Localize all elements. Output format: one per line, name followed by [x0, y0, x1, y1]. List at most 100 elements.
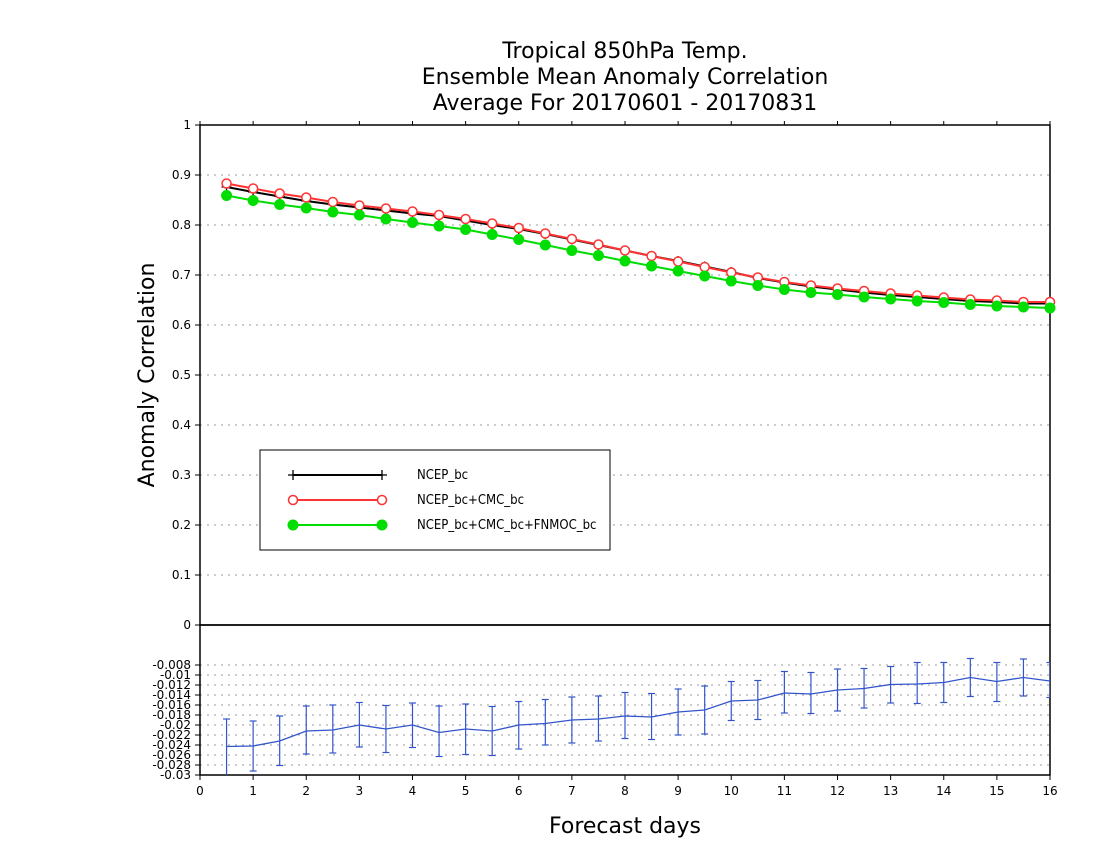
data-point — [354, 200, 365, 211]
data-point — [221, 178, 232, 189]
data-point — [725, 275, 737, 287]
data-point — [832, 289, 843, 300]
error-bar — [754, 679, 762, 721]
error-bar — [462, 703, 470, 756]
x-tick-label: 4 — [409, 784, 417, 798]
legend-label: NCEP_bc+CMC_bc — [417, 493, 524, 508]
error-bar — [807, 671, 815, 715]
chart-title-line-1: Tropical 850hPa Temp. — [501, 39, 747, 64]
legend-marker — [288, 470, 298, 480]
top-y-tick-label: 0.5 — [172, 368, 191, 382]
data-point — [593, 239, 604, 250]
bottom-y-tick-label: -0.02 — [160, 718, 191, 732]
data-point — [380, 203, 392, 214]
x-tick-label: 13 — [883, 784, 898, 798]
error-bar — [674, 688, 682, 736]
data-point — [353, 209, 365, 221]
error-bar — [302, 705, 310, 755]
series-line — [226, 182, 1050, 303]
data-point — [460, 213, 471, 225]
data-point — [885, 293, 897, 305]
x-tick-label: 9 — [674, 784, 682, 798]
error-bar — [223, 718, 231, 775]
error-bar — [701, 685, 709, 735]
error-bar — [780, 670, 788, 714]
data-point — [486, 218, 498, 229]
data-point — [513, 234, 525, 245]
legend-marker — [287, 519, 299, 531]
data-point — [486, 229, 498, 240]
data-point — [540, 228, 551, 239]
data-point — [1044, 302, 1056, 314]
data-point — [221, 190, 233, 201]
data-point — [247, 195, 259, 206]
top-y-tick-label: 0 — [183, 618, 191, 632]
data-point — [964, 299, 976, 310]
bottom-series-layer — [223, 657, 1050, 775]
data-point — [513, 222, 524, 234]
data-point — [752, 280, 764, 291]
data-point — [778, 284, 790, 295]
data-point — [938, 297, 950, 308]
data-point — [539, 239, 551, 251]
data-point — [407, 206, 418, 217]
data-point — [646, 260, 658, 272]
data-point — [274, 188, 285, 199]
data-point — [301, 192, 312, 203]
error-bar — [860, 667, 868, 709]
error-bar — [1046, 661, 1050, 699]
x-tick-label: 3 — [356, 784, 364, 798]
bottom-y-tick-label: -0.018 — [152, 708, 191, 722]
error-bar — [568, 696, 576, 744]
data-point — [566, 245, 578, 256]
legend-label: NCEP_bc+CMC_bc+FNMOC_bc — [417, 518, 596, 533]
x-tick-label: 5 — [462, 784, 470, 798]
data-point — [433, 220, 445, 232]
bottom-y-tick-label: -0.008 — [152, 658, 191, 672]
data-point — [300, 202, 312, 214]
top-y-tick-label: 0.2 — [172, 518, 191, 532]
bottom-y-tick-label: -0.026 — [152, 748, 191, 762]
data-point — [327, 206, 339, 218]
legend-marker — [376, 494, 388, 506]
x-tick-label: 16 — [1042, 784, 1057, 798]
error-bar — [409, 702, 416, 749]
bottom-y-axis-ticks: -0.03-0.028-0.026-0.024-0.022-0.02-0.018… — [152, 624, 200, 782]
top-series-layer — [221, 178, 1056, 314]
legend-marker — [287, 494, 299, 506]
x-tick-label: 1 — [249, 784, 257, 798]
legend-items: NCEP_bc NCEP_bc+CMC_bc NCEP_bc+CMC_bc+FNMO… — [287, 468, 596, 533]
chart-title-line-3: Average For 20170601 - 20170831 — [433, 91, 818, 116]
x-tick-label: 6 — [515, 784, 523, 798]
error-bar — [355, 701, 363, 748]
data-point — [619, 255, 631, 267]
bottom-y-tick-label: -0.012 — [152, 678, 191, 692]
data-point — [911, 295, 923, 307]
data-point — [407, 217, 418, 228]
data-point — [327, 196, 339, 208]
chart-title-line-2: Ensemble Mean Anomaly Correlation — [422, 65, 829, 90]
legend: NCEP_bc NCEP_bc+CMC_bc NCEP_bc+CMC_bc+FNMO… — [259, 449, 611, 551]
bottom-y-tick-label: -0.024 — [152, 738, 191, 752]
error-bar — [1019, 658, 1027, 697]
series-ncep-bc-cmc-bc-fnmoc-bc — [221, 190, 1056, 314]
x-axis-title: Forecast days — [549, 814, 701, 839]
series-ncep-bc — [221, 182, 1055, 309]
top-y-tick-label: 0.1 — [172, 568, 191, 582]
data-point — [805, 287, 817, 298]
x-tick-label: 14 — [936, 784, 951, 798]
data-point — [274, 199, 286, 210]
legend-label: NCEP_bc — [417, 468, 468, 483]
data-point — [699, 261, 710, 273]
error-bar — [329, 704, 337, 754]
error-bar — [940, 661, 948, 704]
error-bar — [887, 665, 895, 704]
top-y-tick-label: 0.9 — [172, 168, 191, 182]
difference-series — [223, 657, 1050, 775]
error-bar — [276, 715, 284, 767]
error-bar — [541, 698, 549, 746]
x-tick-label: 8 — [621, 784, 629, 798]
error-bar — [966, 657, 974, 698]
data-point — [672, 256, 684, 267]
